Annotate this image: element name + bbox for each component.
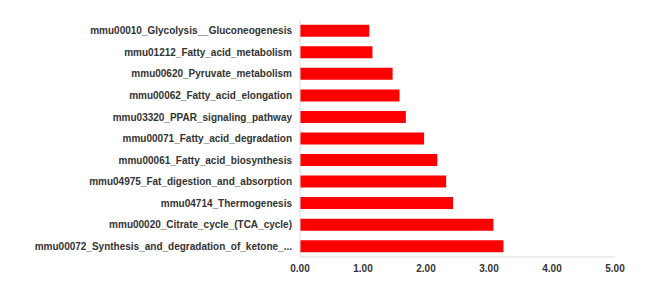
svg-text:mmu01212_Fatty_acid_metabolism: mmu01212_Fatty_acid_metabolism [124,47,292,58]
svg-text:mmu00020_Citrate_cycle_(TCA_cy: mmu00020_Citrate_cycle_(TCA_cycle) [109,219,292,230]
svg-text:2.00: 2.00 [416,263,436,274]
svg-text:3.00: 3.00 [479,263,499,274]
svg-text:mmu00010_Glycolysis__Gluconeog: mmu00010_Glycolysis__Gluconeogenesis [90,25,292,36]
svg-text:4.00: 4.00 [542,263,562,274]
svg-text:mmu00071_Fatty_acid_degradatio: mmu00071_Fatty_acid_degradation [122,133,292,144]
svg-text:1.00: 1.00 [353,263,373,274]
svg-text:mmu04975_Fat_digestion_and_abs: mmu04975_Fat_digestion_and_absorption [89,176,292,187]
svg-text:mmu04714_Thermogenesis: mmu04714_Thermogenesis [161,198,293,209]
svg-text:5.00: 5.00 [605,263,625,274]
svg-text:mmu00072_Synthesis_and_degrada: mmu00072_Synthesis_and_degradation_of_ke… [35,241,293,252]
svg-text:mmu03320_PPAR_signaling_pathwa: mmu03320_PPAR_signaling_pathway [113,112,293,123]
svg-text:mmu00062_Fatty_acid_elongation: mmu00062_Fatty_acid_elongation [129,90,292,101]
svg-text:mmu00620_Pyruvate_metabolism: mmu00620_Pyruvate_metabolism [131,68,292,79]
svg-text:0.00: 0.00 [290,263,310,274]
svg-text:mmu00061_Fatty_acid_biosynthes: mmu00061_Fatty_acid_biosynthesis [119,155,293,166]
